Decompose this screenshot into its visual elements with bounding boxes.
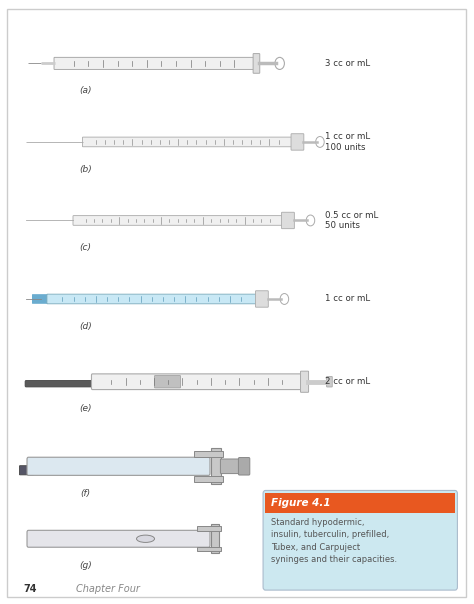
FancyBboxPatch shape: [73, 216, 283, 225]
FancyBboxPatch shape: [263, 490, 457, 590]
FancyBboxPatch shape: [91, 374, 302, 390]
FancyBboxPatch shape: [291, 133, 304, 150]
Text: 0.5 cc or mL
50 units: 0.5 cc or mL 50 units: [325, 211, 378, 230]
Text: (f): (f): [80, 489, 91, 498]
FancyBboxPatch shape: [25, 381, 93, 387]
FancyBboxPatch shape: [54, 57, 254, 69]
FancyBboxPatch shape: [253, 54, 260, 73]
FancyBboxPatch shape: [19, 466, 34, 475]
FancyBboxPatch shape: [155, 376, 181, 388]
Text: (b): (b): [79, 165, 91, 173]
FancyBboxPatch shape: [211, 448, 221, 484]
Text: (e): (e): [79, 405, 91, 413]
FancyBboxPatch shape: [197, 526, 221, 531]
Text: 1 cc or mL: 1 cc or mL: [325, 295, 370, 303]
Text: Chapter Four: Chapter Four: [76, 584, 140, 594]
Text: 1 cc or mL
100 units: 1 cc or mL 100 units: [325, 132, 370, 152]
Bar: [265, 493, 455, 513]
Text: (c): (c): [79, 243, 91, 252]
FancyBboxPatch shape: [7, 9, 466, 597]
Text: (d): (d): [79, 322, 91, 330]
Text: Figure 4.1: Figure 4.1: [271, 498, 331, 508]
FancyBboxPatch shape: [194, 476, 223, 481]
FancyBboxPatch shape: [282, 212, 294, 229]
Ellipse shape: [137, 535, 155, 542]
Text: 2 cc or mL: 2 cc or mL: [325, 378, 370, 386]
Text: (a): (a): [79, 86, 91, 95]
FancyBboxPatch shape: [82, 137, 292, 147]
FancyBboxPatch shape: [255, 291, 268, 307]
FancyBboxPatch shape: [211, 524, 219, 553]
Text: (g): (g): [79, 562, 91, 570]
Text: 3 cc or mL: 3 cc or mL: [325, 59, 370, 68]
FancyBboxPatch shape: [220, 459, 240, 474]
FancyBboxPatch shape: [301, 371, 309, 393]
Text: 74: 74: [24, 584, 37, 594]
FancyBboxPatch shape: [327, 376, 332, 387]
FancyBboxPatch shape: [238, 458, 250, 475]
FancyBboxPatch shape: [194, 451, 223, 457]
FancyBboxPatch shape: [27, 457, 210, 475]
FancyBboxPatch shape: [32, 294, 48, 304]
FancyBboxPatch shape: [47, 294, 256, 304]
FancyBboxPatch shape: [197, 547, 221, 551]
Text: Standard hypodermic,
insulin, tuberculin, prefilled,
Tubex, and Carpuject
syning: Standard hypodermic, insulin, tuberculin…: [271, 518, 397, 564]
FancyBboxPatch shape: [27, 530, 210, 547]
